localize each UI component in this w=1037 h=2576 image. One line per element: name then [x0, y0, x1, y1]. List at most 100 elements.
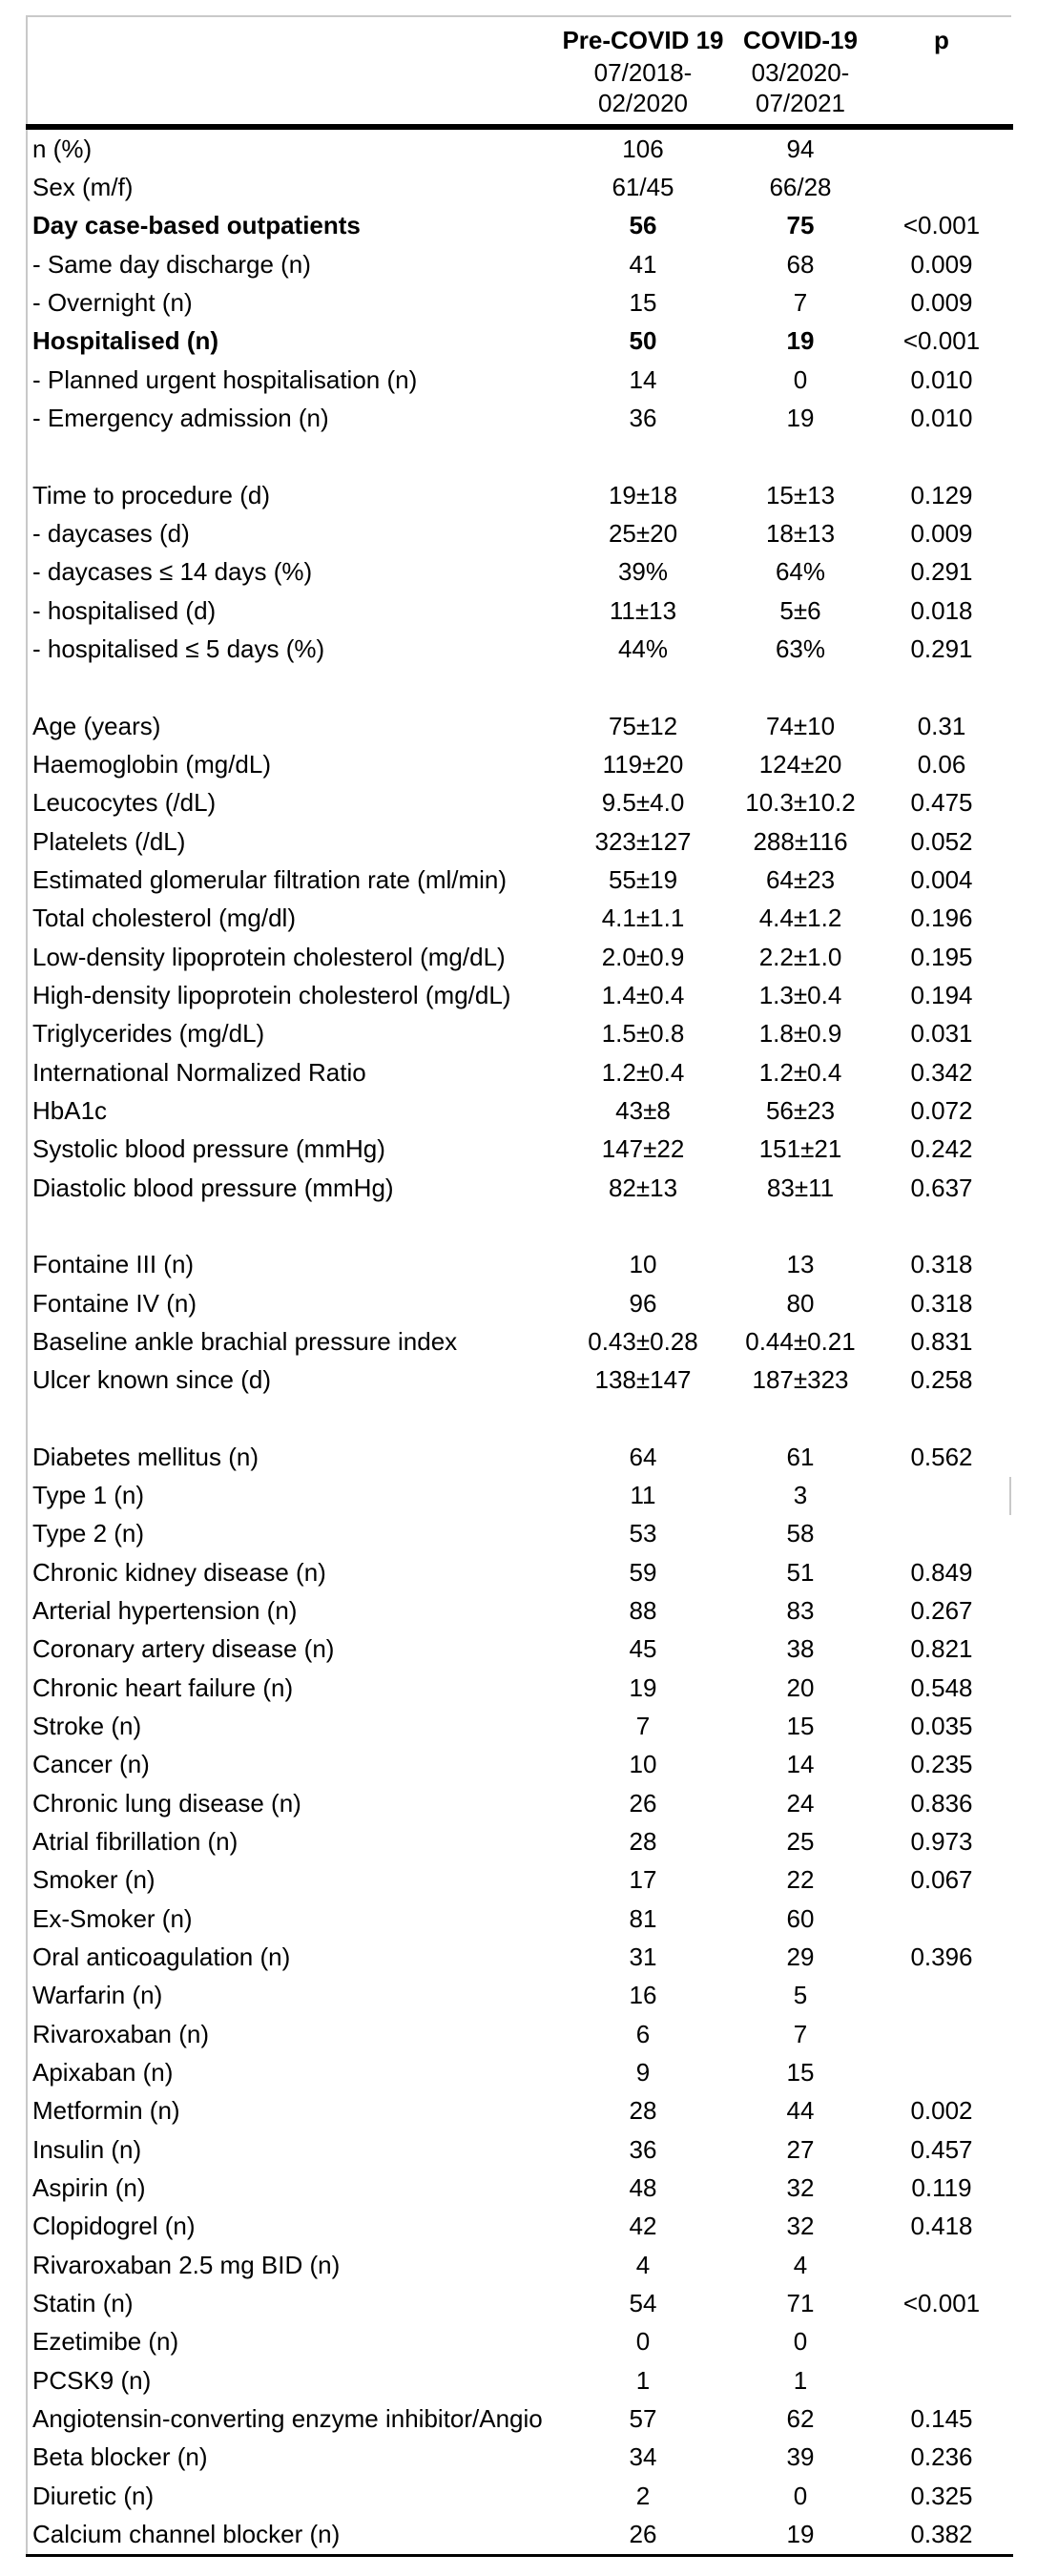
value-covid: 58	[786, 1519, 815, 1548]
table-row: Leucocytes (/dL) 9.5±4.0 10.3±10.2 0.475	[28, 784, 1011, 822]
row-label: - Emergency admission (n)	[32, 403, 329, 432]
row-label: Aspirin (n)	[32, 2173, 146, 2203]
value-covid: 75	[786, 211, 815, 240]
row-label: - daycases ≤ 14 days (%)	[32, 557, 313, 587]
table-row: PCSK9 (n) 1 1	[28, 2361, 1011, 2399]
row-label: - Planned urgent hospitalisation (n)	[32, 364, 418, 394]
row-label: Statin (n)	[32, 2289, 134, 2318]
value-covid: 15±13	[765, 480, 836, 509]
value-pre-covid: 41	[629, 249, 657, 279]
value-covid: 74±10	[765, 711, 836, 740]
value-covid: 44	[786, 2096, 815, 2126]
value-pre-covid: 10	[629, 1250, 657, 1279]
value-covid: 5±6	[779, 595, 821, 625]
value-covid: 63%	[775, 634, 826, 663]
row-label: Rivaroxaban (n)	[32, 2019, 209, 2048]
table-row: Chronic heart failure (n) 19 20 0.548	[28, 1669, 1011, 1707]
value-pre-covid: 14	[629, 364, 657, 394]
value-covid: 1.3±0.4	[758, 980, 842, 1009]
value-p: 0.119	[911, 2173, 972, 2203]
value-covid: 124±20	[758, 749, 842, 779]
value-pre-covid: 147±22	[601, 1134, 685, 1164]
value-p: 0.010	[910, 364, 973, 394]
spacer-row	[28, 1207, 1011, 1245]
row-label: n (%)	[32, 134, 93, 163]
value-pre-covid: 15	[629, 287, 657, 317]
value-p: 0.342	[910, 1057, 973, 1087]
value-covid: 0.44±0.21	[745, 1326, 856, 1356]
value-pre-covid: 28	[629, 2096, 657, 2126]
row-label: Oral anticoagulation (n)	[32, 1942, 291, 1972]
row-label: Triglycerides (mg/dL)	[32, 1019, 265, 1049]
value-pre-covid: 25±20	[608, 518, 678, 548]
value-pre-covid: 55±19	[608, 864, 678, 894]
value-covid: 27	[786, 2134, 815, 2164]
table-row: Baseline ankle brachial pressure index 0.…	[28, 1322, 1011, 1361]
row-label: - hospitalised (d)	[32, 595, 217, 625]
row-label: - Overnight (n)	[32, 287, 193, 317]
value-covid: 66/28	[769, 172, 832, 201]
row-label: Leucocytes (/dL)	[32, 788, 217, 818]
table-row: Stroke (n) 7 15 0.035	[28, 1707, 1011, 1745]
row-label: Rivaroxaban 2.5 mg BID (n)	[32, 2250, 341, 2279]
table-row: Ex-Smoker (n) 81 60	[28, 1900, 1011, 1938]
value-covid: 18±13	[765, 518, 836, 548]
table-row: - hospitalised (d) 11±13 5±6 0.018	[28, 592, 1011, 630]
table-row: International Normalized Ratio 1.2±0.4 1.2…	[28, 1053, 1011, 1091]
value-covid: 61	[786, 1442, 815, 1471]
value-pre-covid: 323±127	[594, 826, 692, 856]
value-covid: 71	[786, 2289, 815, 2318]
row-label: Type 2 (n)	[32, 1519, 145, 1548]
value-pre-covid: 53	[629, 1519, 657, 1548]
value-covid: 288±116	[753, 826, 848, 856]
value-p: 0.009	[910, 249, 973, 279]
table-row: Chronic kidney disease (n) 59 51 0.849	[28, 1553, 1011, 1591]
value-covid: 5	[793, 1981, 808, 2010]
table-row: Type 1 (n) 11 3	[28, 1476, 1011, 1514]
table-row: Coronary artery disease (n) 45 38 0.821	[28, 1631, 1011, 1669]
value-p: 0.831	[910, 1326, 973, 1356]
value-covid: 29	[786, 1942, 815, 1972]
value-pre-covid: 106	[622, 134, 664, 163]
row-label: Platelets (/dL)	[32, 826, 186, 856]
table-row: Arterial hypertension (n) 88 83 0.267	[28, 1591, 1011, 1630]
table-row: Hospitalised (n) 50 19 <0.001	[28, 322, 1011, 361]
value-covid: 83±11	[766, 1173, 835, 1202]
table-row: Systolic blood pressure (mmHg) 147±22 151±…	[28, 1131, 1011, 1169]
value-p: 0.836	[910, 1788, 973, 1818]
table-row: Day case-based outpatients 56 75 <0.001	[28, 207, 1011, 245]
header-col-covid: COVID-19 03/2020- 07/2021	[729, 23, 872, 118]
value-pre-covid: 19	[629, 1672, 657, 1702]
value-p: 0.031	[910, 1019, 973, 1049]
table-row: Angiotensin-converting enzyme inhibitor/…	[28, 2399, 1011, 2438]
table-row: Apixaban (n) 9 15	[28, 2053, 1011, 2091]
table-row: Chronic lung disease (n) 26 24 0.836	[28, 1784, 1011, 1822]
value-p: 0.382	[910, 2520, 973, 2548]
row-label: Ezetimibe (n)	[32, 2327, 179, 2357]
table-row: Metformin (n) 28 44 0.002	[28, 2092, 1011, 2130]
table-row: Ulcer known since (d) 138±147 187±323 0.258	[28, 1361, 1011, 1400]
value-pre-covid: 26	[629, 1788, 657, 1818]
row-label: Fontaine IV (n)	[32, 1288, 197, 1318]
table-row: Time to procedure (d) 19±18 15±13 0.129	[28, 476, 1011, 514]
row-label: Smoker (n)	[32, 1865, 156, 1895]
row-label: International Normalized Ratio	[32, 1057, 366, 1087]
table-row: Total cholesterol (mg/dl) 4.1±1.1 4.4±1.2 0…	[28, 900, 1011, 938]
value-pre-covid: 2	[635, 2481, 651, 2510]
value-p: 0.035	[910, 1712, 973, 1741]
value-covid: 7	[793, 2019, 808, 2048]
table-row: Clopidogrel (n) 42 32 0.418	[28, 2208, 1011, 2246]
table-row: HbA1c 43±8 56±23 0.072	[28, 1091, 1011, 1130]
value-pre-covid: 36	[629, 2134, 657, 2164]
value-p: 0.637	[910, 1173, 973, 1202]
spacer-row	[28, 1400, 1011, 1438]
table-row: Haemoglobin (mg/dL) 119±20 124±20 0.06	[28, 745, 1011, 783]
value-pre-covid: 26	[629, 2520, 657, 2548]
row-label: Total cholesterol (mg/dl)	[32, 904, 296, 933]
value-covid: 19	[786, 403, 815, 432]
value-pre-covid: 31	[629, 1942, 657, 1972]
value-p: 0.475	[910, 788, 973, 818]
row-label: Diuretic (n)	[32, 2481, 155, 2510]
row-label: Haemoglobin (mg/dL)	[32, 749, 272, 779]
value-pre-covid: 119±20	[602, 749, 684, 779]
